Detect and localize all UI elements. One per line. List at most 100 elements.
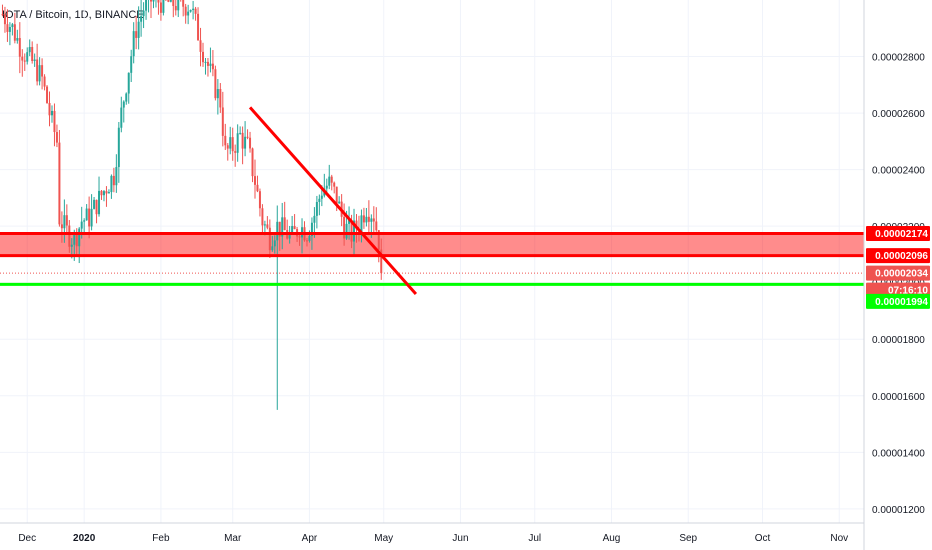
price-tags: 0.00002174 0.00002096 0.00002034 07:16:100.…	[866, 226, 930, 309]
candle-body	[18, 38, 21, 57]
candle-body	[251, 148, 254, 177]
candle-body	[229, 137, 232, 149]
candle-body	[355, 220, 358, 230]
candle-body	[313, 215, 316, 223]
candle-body	[315, 201, 318, 216]
x-tick-label: Jul	[528, 533, 541, 544]
candle-body	[362, 215, 365, 223]
candle-body	[142, 10, 145, 17]
candle-body	[127, 72, 130, 94]
candle-body	[16, 38, 19, 41]
candle-body	[98, 190, 101, 215]
x-tick-label: Oct	[755, 533, 771, 544]
candle-body	[137, 21, 140, 38]
candle-body	[112, 175, 115, 186]
candle-body	[328, 176, 331, 186]
y-tick-label: 0.00001200	[872, 505, 925, 516]
candle-body	[122, 101, 125, 108]
x-tick-label: Jun	[452, 533, 468, 544]
candle-body	[236, 133, 239, 153]
trendline[interactable]	[248, 106, 418, 296]
candle-body	[120, 107, 123, 128]
x-axis-labels: Dec 2020 Feb Mar Apr May Jun Jul Aug Sep Oct Nov	[18, 533, 848, 544]
candle-body	[281, 217, 284, 237]
candle-body	[58, 142, 61, 225]
candle-body	[320, 195, 323, 199]
candle-body	[150, 0, 153, 2]
x-tick-label: May	[374, 533, 393, 544]
candle-body	[365, 216, 368, 223]
candle-body	[88, 208, 91, 227]
candle-body	[209, 63, 212, 66]
candle-body	[330, 176, 333, 183]
candle-body	[145, 0, 148, 11]
candle-body	[231, 137, 234, 152]
candle-body	[350, 219, 353, 242]
x-tick-label: Aug	[603, 533, 621, 544]
candle-body	[125, 93, 128, 102]
candle-body	[11, 24, 14, 28]
candle-body	[85, 208, 88, 221]
grid-lines	[0, 0, 864, 523]
price-tag-label: 0.00001994	[875, 297, 928, 308]
price-tag-label: 0.00002034	[875, 269, 928, 280]
axes	[0, 0, 865, 550]
price-tag-bg	[866, 282, 930, 298]
candle-body	[70, 244, 73, 247]
candle-body	[105, 191, 108, 194]
x-tick-label: Dec	[18, 533, 36, 544]
chart-title: IOTA / Bitcoin, 1D, BINANCE	[2, 9, 144, 21]
candle-body	[65, 215, 68, 226]
x-tick-label: 2020	[73, 533, 96, 544]
candle-body	[266, 224, 269, 228]
candle-body	[80, 221, 83, 229]
candle-body	[333, 182, 336, 187]
candle-body	[199, 40, 202, 52]
candle-body	[6, 24, 9, 32]
candle-body	[192, 8, 195, 10]
candle-body	[375, 221, 378, 231]
candle-body	[50, 110, 53, 116]
candle-body	[224, 135, 227, 146]
candle-body	[110, 175, 113, 193]
candle-body	[152, 0, 155, 2]
candle-body	[162, 0, 165, 13]
candle-body	[325, 185, 328, 189]
candle-body	[73, 234, 76, 245]
candle-body	[83, 220, 86, 222]
candle-body	[293, 226, 296, 230]
candle-body	[177, 0, 180, 11]
x-tick-label: Apr	[302, 533, 318, 544]
candle-body	[130, 56, 133, 73]
y-tick-label: 0.00001600	[872, 392, 925, 403]
candle-body	[271, 246, 274, 251]
candle-body	[370, 218, 373, 222]
candle-body	[182, 0, 185, 7]
y-tick-label: 0.00002400	[872, 166, 925, 177]
candle-body	[43, 76, 46, 87]
resistance-zone	[0, 233, 864, 256]
candle-body	[216, 89, 219, 99]
candle-body	[53, 110, 56, 133]
candle-body	[21, 56, 24, 61]
candle-body	[276, 221, 279, 241]
price-tag-label: 0.00002096	[875, 251, 928, 262]
candle-body	[206, 61, 209, 66]
candle-body	[174, 6, 177, 11]
candle-body	[204, 61, 207, 63]
candle-body	[288, 232, 291, 239]
y-tick-label: 0.00001800	[872, 335, 925, 346]
candle-body	[305, 240, 308, 242]
candle-body	[241, 132, 244, 149]
candle-body	[63, 215, 66, 229]
candle-body	[46, 86, 49, 104]
candle-body	[194, 8, 197, 14]
candle-body	[75, 234, 78, 247]
level-lines	[0, 232, 864, 286]
candle-body	[263, 224, 266, 226]
candle-body	[60, 224, 63, 229]
candle-body	[117, 127, 120, 168]
zone-fill	[0, 233, 864, 256]
candle-body	[298, 236, 301, 238]
